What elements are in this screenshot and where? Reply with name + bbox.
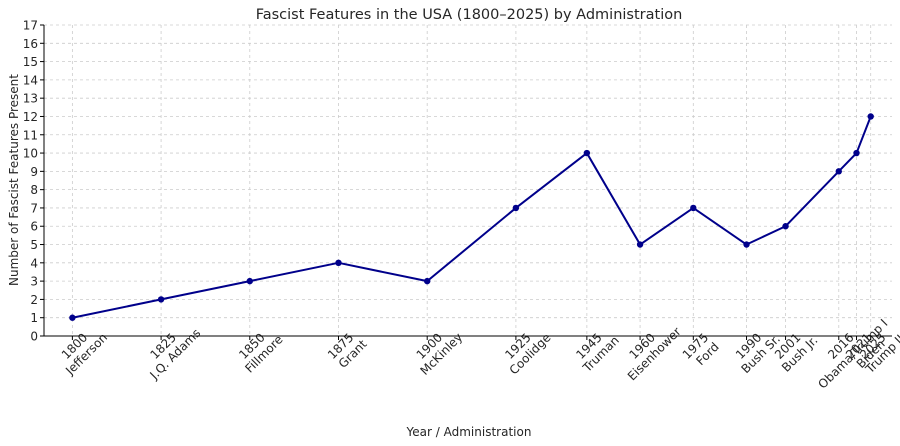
data-point bbox=[636, 241, 644, 248]
y-tick-label: 0 bbox=[30, 330, 38, 344]
x-axis-ticks: 1800Jefferson 1825J.Q. Adams 1850Fillmore 1… bbox=[52, 315, 900, 391]
x-tick-label: 1850Fillmore bbox=[232, 322, 285, 375]
y-tick-label: 8 bbox=[30, 183, 38, 197]
data-point bbox=[782, 223, 789, 230]
x-tick-label: 2001Bush Jr. bbox=[769, 323, 820, 374]
data-point bbox=[867, 113, 874, 120]
x-tick-label: 1825J.Q. Adams bbox=[137, 316, 204, 383]
x-axis-title: Year / Administration bbox=[406, 425, 532, 439]
x-tick-label: 1960Eisenhower bbox=[615, 315, 684, 384]
y-tick-label: 14 bbox=[23, 73, 38, 87]
data-point bbox=[246, 277, 253, 285]
data-point bbox=[835, 168, 842, 175]
chart-title: Fascist Features in the USA (1800–2025) … bbox=[256, 7, 683, 23]
data-point bbox=[69, 314, 76, 321]
y-tick-label: 16 bbox=[23, 37, 38, 51]
y-tick-label: 2 bbox=[30, 293, 38, 307]
y-tick-label: 7 bbox=[30, 201, 38, 215]
y-tick-label: 1 bbox=[30, 311, 38, 325]
y-tick-label: 6 bbox=[30, 220, 38, 234]
y-tick-label: 3 bbox=[30, 275, 38, 289]
x-tick-label: 1800Jefferson bbox=[52, 320, 110, 378]
x-tick-label: 1900McKinley bbox=[408, 320, 466, 378]
grid bbox=[44, 24, 892, 337]
y-tick-label: 5 bbox=[30, 238, 38, 252]
y-tick-label: 15 bbox=[23, 55, 38, 69]
x-tick-label: 1945Truman bbox=[570, 323, 622, 375]
data-points bbox=[69, 113, 874, 321]
y-axis-title: Number of Fascist Features Present bbox=[7, 74, 21, 286]
x-tick-label: 1925Coolidge bbox=[497, 321, 554, 378]
y-tick-label: 11 bbox=[23, 128, 38, 142]
y-tick-label: 12 bbox=[23, 110, 38, 124]
y-tick-label: 10 bbox=[23, 147, 38, 161]
data-point bbox=[583, 149, 591, 157]
series-line bbox=[72, 116, 872, 319]
y-tick-label: 17 bbox=[23, 19, 38, 33]
data-point bbox=[335, 259, 342, 267]
y-tick-label: 9 bbox=[30, 165, 38, 179]
data-point bbox=[423, 277, 431, 285]
data-point bbox=[512, 204, 520, 212]
x-tick-label: 1875Grant bbox=[325, 327, 370, 372]
y-tick-label: 13 bbox=[23, 92, 38, 106]
data-point bbox=[853, 149, 860, 157]
y-tick-label: 4 bbox=[30, 256, 38, 270]
data-point bbox=[743, 241, 750, 248]
data-point bbox=[157, 296, 165, 303]
data-point bbox=[690, 204, 697, 212]
